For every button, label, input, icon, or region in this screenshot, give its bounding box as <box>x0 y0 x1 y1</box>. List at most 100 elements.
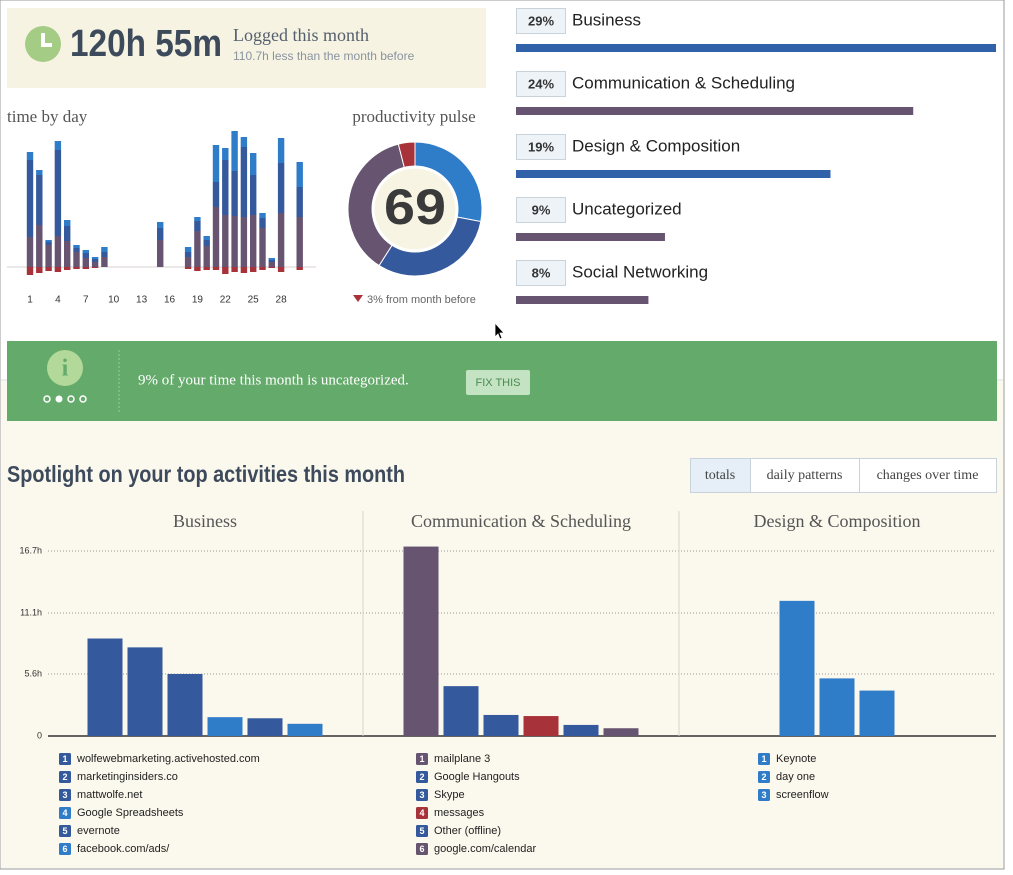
spotlight: totals daily patterns changes over time 0 5.… <box>19 458 997 855</box>
bar-segment <box>101 252 108 257</box>
rank-badge <box>416 771 428 783</box>
bar-segment <box>26 237 34 267</box>
percent-label: 9% <box>532 202 551 217</box>
panel-title: Communication & Scheduling <box>411 511 631 531</box>
activity-bar <box>859 690 895 736</box>
pager-dot[interactable] <box>55 395 63 403</box>
bar-segment <box>184 267 192 269</box>
bar-segment <box>296 187 303 217</box>
tab-label[interactable]: totals <box>705 468 735 483</box>
x-tick-label: 19 <box>192 295 204 306</box>
rank-number: 2 <box>761 772 766 782</box>
x-tick-label: 1 <box>27 295 33 306</box>
rank-badge <box>59 771 71 783</box>
legend-label: Google Spreadsheets <box>77 807 184 819</box>
chart-title: productivity pulse <box>352 107 475 126</box>
bar-segment <box>277 213 285 267</box>
y-tick-label: 5.6h <box>24 668 42 678</box>
bar-segment <box>212 145 220 182</box>
bar-segment <box>268 267 275 268</box>
bar-segment <box>26 267 34 275</box>
panel-title: Design & Composition <box>753 511 920 531</box>
bar-segment <box>231 267 238 272</box>
activity-bar <box>87 638 123 736</box>
bar-segment <box>101 247 108 252</box>
summary-box <box>7 8 486 88</box>
pager-dot[interactable] <box>79 395 87 403</box>
chart-title: time by day <box>7 107 88 126</box>
category-name: Uncategorized <box>572 199 682 218</box>
percent-badge <box>516 134 566 160</box>
bar-segment <box>203 246 210 267</box>
bar-segment <box>184 257 192 267</box>
category-list: 29% Business 24% Communication & Scheduling… <box>516 8 996 304</box>
bar-segment <box>250 153 257 175</box>
tab-label[interactable]: daily patterns <box>767 468 843 483</box>
tab[interactable] <box>750 458 860 493</box>
rank-number: 1 <box>761 754 766 764</box>
category-bar <box>516 233 665 241</box>
rank-badge <box>416 789 428 801</box>
bar-segment <box>26 160 34 237</box>
legend-label: Keynote <box>776 753 816 765</box>
pager-dot[interactable] <box>43 395 51 403</box>
y-tick-label: 16.7h <box>19 545 42 555</box>
bar-segment <box>82 250 89 253</box>
bar-segment <box>73 245 80 248</box>
bar-segment <box>64 226 71 241</box>
rank-badge <box>59 789 71 801</box>
category-name: Design & Composition <box>572 136 740 155</box>
bar-segment <box>222 267 229 274</box>
bar-segment <box>194 217 201 221</box>
spotlight-title: Spotlight on your top activities this mo… <box>7 461 405 487</box>
bar-segment <box>222 148 229 160</box>
percent-badge <box>516 71 566 97</box>
activity-bar <box>443 686 479 736</box>
bar-segment <box>54 236 62 267</box>
activity-bar <box>207 717 243 736</box>
bar-segment <box>222 160 229 215</box>
bar-segment <box>203 236 210 240</box>
y-tick-label: 11.1h <box>20 607 42 617</box>
bar-segment <box>36 170 43 175</box>
percent-label: 24% <box>528 76 554 91</box>
legend-label: Google Hangouts <box>434 771 520 783</box>
percent-badge <box>516 8 566 34</box>
legend-label: Other (offline) <box>434 825 501 837</box>
rank-badge <box>59 843 71 855</box>
logged-label: Logged this month <box>233 25 369 45</box>
x-tick-label: 10 <box>108 295 120 306</box>
tab-label[interactable]: changes over time <box>877 468 979 483</box>
bar-segment <box>64 220 71 226</box>
tab[interactable] <box>690 458 751 493</box>
activity-bar <box>819 678 855 736</box>
legend-label: evernote <box>77 825 120 837</box>
rank-number: 1 <box>419 754 424 764</box>
bar-segment <box>268 258 275 260</box>
legend-label: facebook.com/ads/ <box>77 843 170 855</box>
info-icon <box>47 350 83 386</box>
bar-segment <box>45 267 52 271</box>
bar-segment <box>73 248 80 252</box>
fix-button[interactable] <box>466 370 530 395</box>
rank-badge <box>416 807 428 819</box>
tab[interactable] <box>859 458 997 493</box>
percent-label: 8% <box>532 265 551 280</box>
bar-segment <box>222 215 229 267</box>
activity-bar <box>247 718 283 736</box>
rank-number: 4 <box>62 808 67 818</box>
percent-badge <box>516 197 566 223</box>
percent-label: 19% <box>528 139 554 154</box>
fix-button-label[interactable]: FIX THIS <box>475 377 520 389</box>
bar-segment <box>26 152 34 160</box>
rank-number: 3 <box>761 790 766 800</box>
bar-segment <box>250 267 257 272</box>
bar-segment <box>82 258 89 267</box>
bar-segment <box>157 240 164 267</box>
rank-badge <box>416 843 428 855</box>
pager-dot[interactable] <box>67 395 75 403</box>
bar-segment <box>82 253 89 258</box>
x-tick-label: 4 <box>55 295 61 306</box>
